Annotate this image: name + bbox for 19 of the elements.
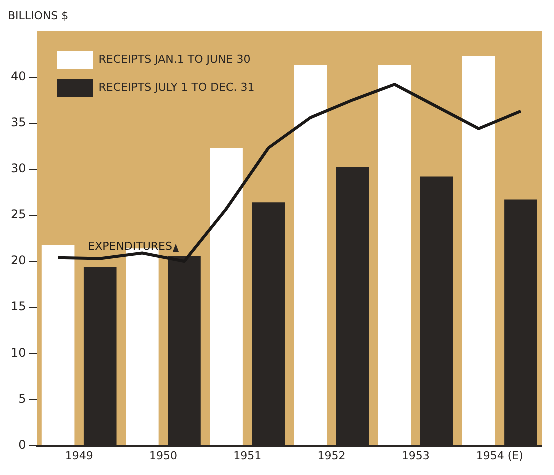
y-axis-title: BILLIONS $ bbox=[8, 9, 69, 22]
y-tick-label: 35 bbox=[10, 115, 26, 130]
y-tick-label: 10 bbox=[10, 346, 26, 360]
x-tick-label: 1949 bbox=[65, 449, 94, 462]
series-label: EXPENDITURES bbox=[88, 240, 172, 253]
y-tick-label: 0 bbox=[18, 438, 26, 452]
y-tick-label: 20 bbox=[10, 254, 26, 268]
x-tick-label: 1953 bbox=[402, 449, 430, 462]
legend-label: RECEIPTS JULY 1 TO DEC. 31 bbox=[98, 81, 255, 94]
legend-label: RECEIPTS JAN.1 TO JUNE 30 bbox=[98, 53, 251, 66]
y-tick-label: 25 bbox=[10, 208, 26, 222]
y-tick-label: 40 bbox=[10, 69, 26, 84]
y-tick-label: 5 bbox=[18, 392, 26, 406]
x-tick-label: 1951 bbox=[234, 449, 262, 462]
x-tick-label: 1950 bbox=[149, 449, 178, 462]
y-tick-label: 30 bbox=[10, 162, 26, 176]
x-tick-label: 1952 bbox=[318, 449, 346, 462]
y-tick-label: 15 bbox=[10, 300, 26, 314]
x-tick-label: 1954 (E) bbox=[476, 449, 524, 462]
